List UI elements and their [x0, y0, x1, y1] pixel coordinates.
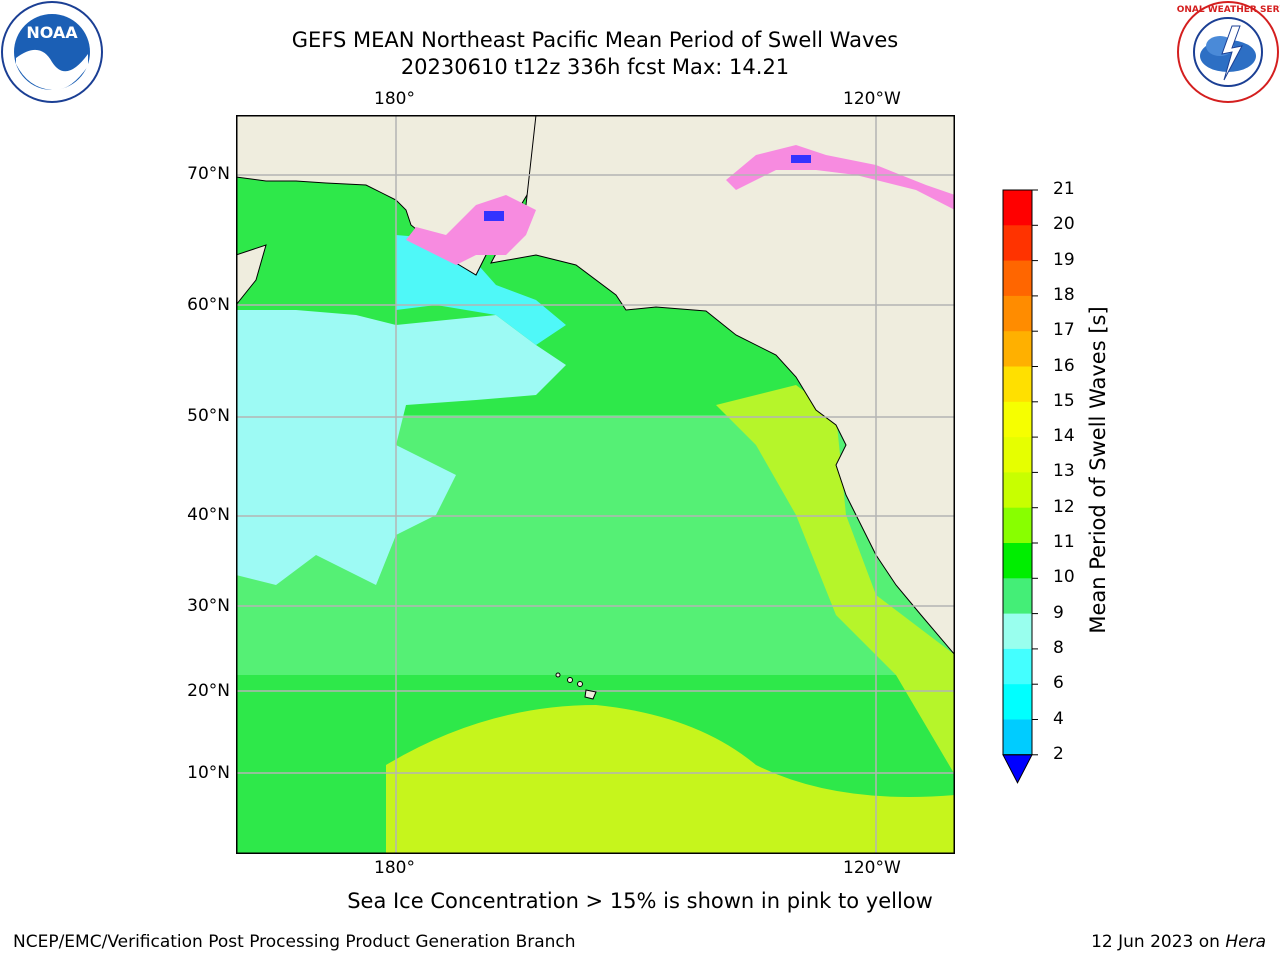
lat-label-50n: 50°N [187, 406, 230, 426]
colorbar-segment [1003, 578, 1032, 615]
coast-yellow-region [716, 385, 955, 775]
colorbar-tick-label: 17 [1053, 320, 1075, 341]
colorbar-segment [1003, 507, 1032, 544]
bering-cyan-region [396, 235, 566, 345]
map-panel [236, 115, 955, 854]
footer-credit: NCEP/EMC/Verification Post Processing Pr… [13, 932, 576, 952]
colorbar-tick-label: 2 [1053, 743, 1064, 764]
colorbar-segment [1003, 684, 1032, 720]
lat-label-40n: 40°N [187, 505, 230, 525]
sea-ice-caption: Sea Ice Concentration > 15% is shown in … [347, 889, 933, 913]
land-alaska [490, 115, 955, 656]
colorbar-tick-label: 12 [1053, 496, 1075, 517]
lat-label-30n: 30°N [187, 596, 230, 616]
colorbar-segment [1003, 331, 1032, 367]
colorbar-tick-label: 18 [1053, 284, 1075, 305]
colorbar-tick-label: 16 [1053, 355, 1075, 376]
colorbar-segment [1003, 366, 1032, 403]
lat-label-70n: 70°N [187, 164, 230, 184]
land-asia-peninsula [236, 244, 267, 306]
colorbar-tick-label: 15 [1053, 390, 1075, 411]
footer-host: Hera [1225, 932, 1266, 952]
colorbar-tick-label: 8 [1053, 637, 1064, 658]
lat-label-60n: 60°N [187, 295, 230, 315]
footer-date-text: 12 Jun 2023 on [1091, 932, 1226, 952]
lat-label-20n: 20°N [187, 681, 230, 701]
colorbar-segment [1003, 225, 1032, 262]
colorbar-segment [1003, 295, 1032, 332]
colorbar-segment [1003, 472, 1032, 509]
lon-label-top-120w: 120°W [843, 89, 901, 109]
colorbar-tick-label: 13 [1053, 461, 1075, 482]
colorbar-extend-arrow [1002, 754, 1033, 784]
colorbar-tick-label: 21 [1053, 179, 1075, 199]
colorbar [1002, 189, 1038, 784]
colorbar-segment [1003, 543, 1032, 579]
lat-label-10n: 10°N [187, 763, 230, 783]
nws-logo-text: NATIONAL WEATHER SERVICE [1176, 5, 1280, 15]
colorbar-segment [1003, 260, 1032, 297]
colorbar-segment [1003, 401, 1032, 438]
sea-ice-core-2 [791, 155, 811, 163]
ocean-yellow-region [386, 705, 955, 854]
noaa-logo-text: NOAA [26, 23, 78, 42]
colorbar-tick-label: 19 [1053, 249, 1075, 270]
colorbar-label: Mean Period of Swell Waves [s] [1086, 306, 1110, 634]
colorbar-tick-label: 6 [1053, 673, 1064, 694]
noaa-logo: NOAA [1, 1, 103, 103]
colorbar-tick-label: 10 [1053, 567, 1075, 588]
colorbar-tick-label: 14 [1053, 426, 1075, 447]
sea-ice-beaufort [726, 145, 955, 210]
lon-label-bottom-120w: 120°W [843, 858, 901, 878]
chart-subtitle: 20230610 t12z 336h fcst Max: 14.21 [400, 55, 790, 79]
colorbar-tick-label: 11 [1053, 532, 1075, 552]
colorbar-segment [1003, 613, 1032, 650]
lon-label-top-180: 180° [374, 89, 415, 109]
nws-logo: NATIONAL WEATHER SERVICE [1176, 1, 1280, 103]
colorbar-segment [1003, 437, 1032, 473]
colorbar-segment [1003, 190, 1032, 226]
lon-label-bottom-180: 180° [374, 858, 415, 878]
colorbar-tick-label: 20 [1053, 214, 1075, 235]
colorbar-segment [1003, 648, 1032, 685]
map-frame [236, 115, 955, 854]
sea-ice-core [484, 211, 504, 221]
colorbar-tick-label: 9 [1053, 602, 1064, 623]
graticule [236, 115, 955, 854]
chart-title: GEFS MEAN Northeast Pacific Mean Period … [291, 28, 899, 52]
colorbar-tick-label: 4 [1053, 708, 1064, 729]
footer-date: 12 Jun 2023 on Hera [1091, 932, 1266, 952]
colorbar-segment [1003, 719, 1032, 756]
hawaii-islands [555, 672, 597, 700]
